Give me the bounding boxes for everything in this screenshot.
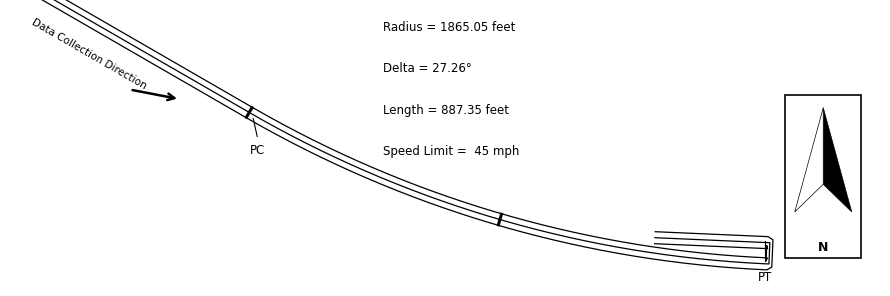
- Text: PC: PC: [249, 144, 265, 157]
- Polygon shape: [245, 106, 254, 119]
- Text: Speed Limit =  45 mph: Speed Limit = 45 mph: [383, 145, 519, 158]
- Text: Length = 887.35 feet: Length = 887.35 feet: [383, 104, 509, 117]
- Text: N: N: [818, 241, 829, 253]
- Polygon shape: [795, 108, 823, 212]
- Polygon shape: [497, 213, 504, 227]
- Text: Delta = 27.26°: Delta = 27.26°: [383, 62, 472, 75]
- Polygon shape: [823, 108, 852, 212]
- Text: Data Collection Direction: Data Collection Direction: [30, 17, 149, 91]
- Text: PT: PT: [757, 271, 772, 284]
- Bar: [785, 95, 861, 258]
- Text: Radius = 1865.05 feet: Radius = 1865.05 feet: [383, 21, 515, 34]
